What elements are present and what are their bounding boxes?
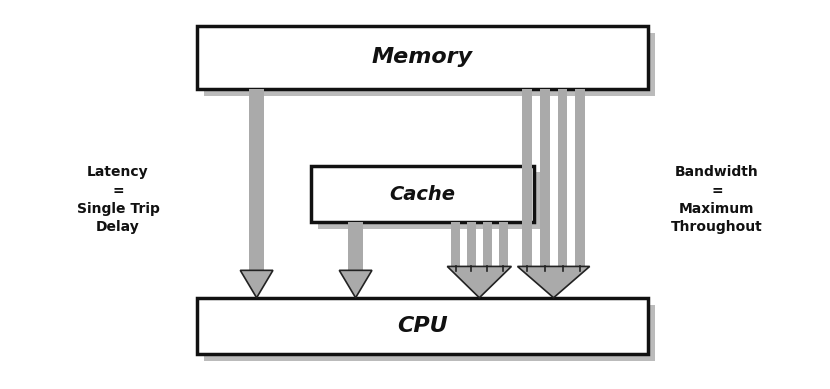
Polygon shape xyxy=(339,270,372,298)
Bar xyxy=(198,26,647,89)
Bar xyxy=(198,298,647,354)
Bar xyxy=(499,223,508,266)
Bar xyxy=(467,223,476,266)
Bar xyxy=(575,89,585,266)
Polygon shape xyxy=(518,266,589,298)
Bar xyxy=(318,172,540,229)
Bar xyxy=(204,33,655,96)
Bar xyxy=(311,166,534,223)
Bar xyxy=(540,89,549,266)
Text: Bandwidth
=
Maximum
Throughout: Bandwidth = Maximum Throughout xyxy=(671,165,763,235)
Text: Latency
=
Single Trip
Delay: Latency = Single Trip Delay xyxy=(76,165,159,235)
Bar xyxy=(348,223,363,270)
Bar xyxy=(522,89,532,266)
Bar xyxy=(483,223,491,266)
Polygon shape xyxy=(447,266,511,298)
Text: CPU: CPU xyxy=(397,316,448,336)
Polygon shape xyxy=(240,270,273,298)
Bar xyxy=(452,223,460,266)
Bar xyxy=(249,89,264,270)
Text: Memory: Memory xyxy=(372,47,473,68)
Bar xyxy=(558,89,568,266)
Text: Cache: Cache xyxy=(389,184,456,203)
Bar xyxy=(204,305,655,361)
